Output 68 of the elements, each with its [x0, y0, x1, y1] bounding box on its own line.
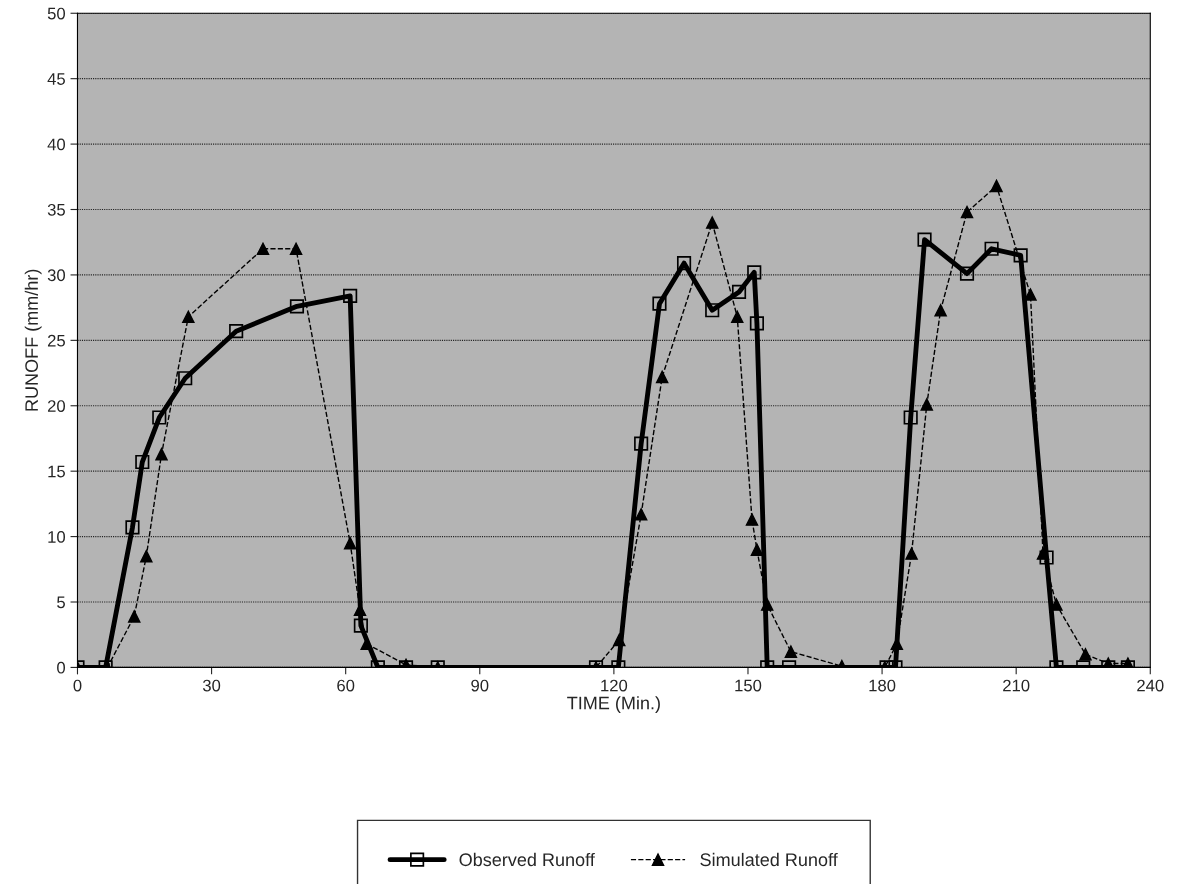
x-tick-label: 120 [601, 679, 628, 692]
point [959, 266, 975, 281]
point [1079, 648, 1092, 661]
point [676, 256, 692, 271]
point [655, 370, 669, 384]
x-tick-label: 180 [869, 679, 896, 692]
point [917, 232, 932, 247]
y-tick-label: 50 [47, 7, 66, 20]
point [903, 410, 918, 425]
point [289, 299, 305, 314]
point [634, 508, 648, 521]
point [652, 296, 667, 311]
point [984, 241, 999, 256]
point [634, 436, 649, 451]
point [705, 303, 720, 318]
x-axis-title: TIME (Min.) [567, 696, 660, 713]
point [934, 303, 947, 317]
y-tick-label: 15 [48, 465, 65, 478]
y-tick-label: 5 [57, 596, 65, 609]
point [289, 242, 303, 256]
point [747, 265, 762, 280]
point [182, 310, 195, 324]
y-tick-label: 25 [47, 334, 65, 347]
point [731, 284, 747, 300]
x-tick-label: 210 [1003, 679, 1030, 692]
y-tick-label: 40 [47, 138, 66, 151]
y-axis-title: RUNOFF (mm/hr) [24, 269, 42, 411]
point [920, 398, 934, 411]
point [1036, 547, 1050, 560]
legend-label: Simulated Runoff [700, 852, 838, 867]
point [152, 410, 167, 425]
point [990, 179, 1003, 193]
point [731, 310, 744, 324]
point [140, 549, 153, 563]
x-tick-label: 30 [202, 679, 221, 692]
point [353, 618, 368, 633]
point [343, 288, 358, 303]
y-tick-label: 35 [47, 203, 65, 216]
point [760, 598, 774, 611]
y-tick-label: 20 [47, 400, 66, 412]
point [745, 513, 759, 526]
x-tick-label: 240 [1137, 679, 1164, 692]
point [178, 371, 193, 386]
point [749, 316, 765, 331]
point [125, 520, 140, 535]
x-tick-label: 150 [735, 679, 762, 692]
point [1013, 248, 1028, 263]
y-tick-label: 30 [47, 269, 66, 282]
legend-label: Observed Runoff [459, 852, 595, 867]
point [343, 536, 357, 550]
point [135, 454, 150, 470]
point [127, 610, 141, 623]
x-tick-label: 60 [337, 679, 355, 692]
point [960, 205, 974, 219]
x-tick-label: 90 [471, 679, 489, 692]
point [905, 547, 918, 560]
point [256, 242, 270, 256]
point [612, 633, 626, 647]
point [229, 324, 244, 339]
point [155, 447, 168, 461]
y-tick-label: 0 [57, 661, 66, 674]
point [750, 543, 764, 556]
y-tick-label: 10 [48, 530, 66, 543]
point [784, 645, 798, 658]
y-tick-label: 45 [47, 73, 65, 85]
x-tick-label: 0 [73, 679, 82, 692]
point [1039, 550, 1054, 565]
point [705, 216, 719, 229]
